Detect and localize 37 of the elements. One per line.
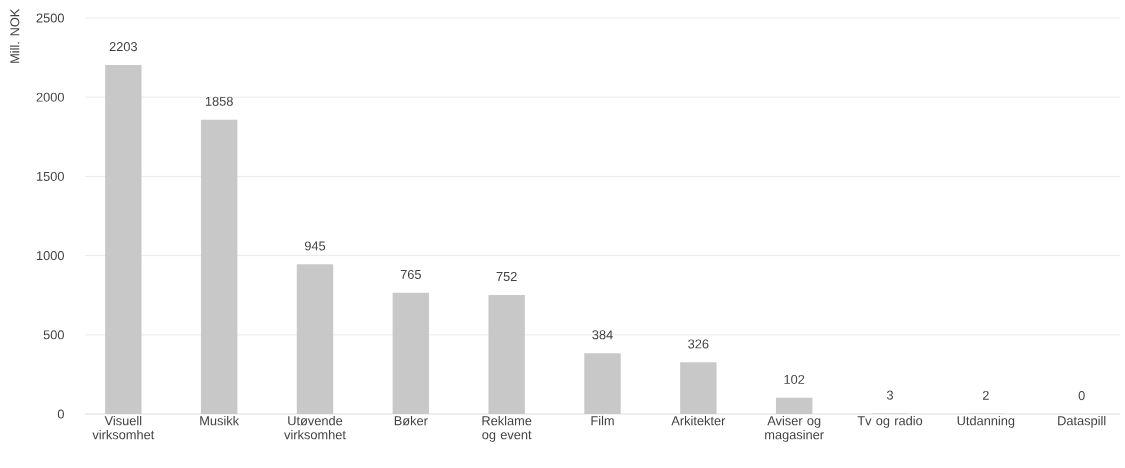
bar: [584, 353, 621, 414]
x-tick-label: Arkitekter: [671, 415, 726, 426]
data-label: 1858: [205, 96, 233, 106]
bar: [200, 119, 238, 414]
data-label: 2203: [109, 42, 137, 52]
x-tick-label: Aviser og magasiner: [765, 415, 824, 442]
x-tick-label: Reklame og event: [482, 415, 532, 442]
x-tick-label: Film: [591, 415, 614, 426]
data-label: 102: [784, 374, 805, 384]
x-tick-label: Utdanning: [957, 415, 1015, 428]
y-tick-label: 2000: [36, 92, 64, 102]
y-axis-title: Mill. NOK: [9, 8, 20, 63]
data-label: 0: [1078, 391, 1085, 401]
y-tick-label: 500: [43, 330, 64, 340]
data-label: 765: [400, 269, 421, 279]
bar: [105, 65, 142, 414]
x-tick-label: Musikk: [200, 415, 240, 426]
data-label: 945: [304, 241, 326, 251]
data-label: 752: [496, 271, 517, 282]
data-label: 326: [688, 339, 709, 349]
x-tick-label: Utøvende virksomhet: [284, 415, 346, 440]
data-label: 2: [982, 390, 989, 400]
x-tick-label: Tv og radio: [857, 415, 923, 428]
y-tick-label: 1500: [36, 171, 64, 181]
bar: [392, 292, 430, 414]
bar: [488, 294, 525, 414]
y-tick-label: 2500: [36, 13, 64, 23]
bar: [680, 362, 717, 414]
x-tick-label: Bøker: [394, 415, 428, 426]
y-tick-label: 0: [57, 409, 64, 419]
x-tick-label: Dataspill: [1058, 415, 1106, 428]
data-label: 3: [886, 390, 893, 400]
bar: [775, 397, 813, 414]
data-label: 384: [592, 330, 613, 340]
x-tick-label: Visuell virksomhet: [92, 415, 155, 440]
y-tick-label: 1000: [36, 251, 64, 261]
bar: [296, 264, 334, 414]
